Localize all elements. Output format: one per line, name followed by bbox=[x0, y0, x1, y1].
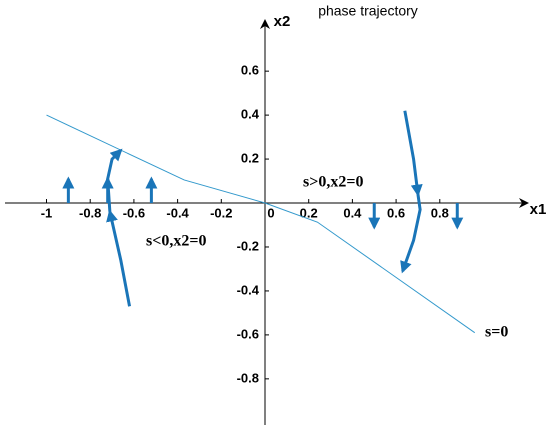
y-tick-label: -0.4 bbox=[237, 282, 260, 297]
y-tick-label: 0.2 bbox=[241, 151, 259, 166]
x-tick-label: -0.4 bbox=[166, 205, 189, 220]
y-tick-label: -0.6 bbox=[237, 326, 259, 341]
x-tick-label: -0.6 bbox=[123, 205, 145, 220]
x-tick-label: -0.8 bbox=[79, 205, 101, 220]
trajectory bbox=[106, 209, 132, 307]
y-tick-label: 0.6 bbox=[241, 63, 259, 78]
annotation: s<0,x2=0 bbox=[146, 233, 206, 250]
x-tick-label: -1 bbox=[41, 205, 53, 220]
x-tick-label: 0.2 bbox=[300, 205, 318, 220]
x-tick-label: 0.6 bbox=[387, 205, 405, 220]
annotation: s>0,x2=0 bbox=[303, 174, 363, 191]
y-axis-label: x2 bbox=[274, 13, 291, 30]
y-tick-label: -0.2 bbox=[237, 238, 259, 253]
trajectory bbox=[403, 110, 423, 197]
x-tick-label: 0 bbox=[267, 205, 274, 220]
x-tick-label: -0.2 bbox=[210, 205, 232, 220]
x-tick-label: 0.8 bbox=[431, 205, 449, 220]
chart-title: phase trajectory bbox=[318, 3, 418, 19]
trajectory bbox=[400, 194, 422, 274]
x-tick-label: 0.4 bbox=[343, 205, 362, 220]
y-tick-label: -0.8 bbox=[237, 370, 259, 385]
switching-line bbox=[46, 114, 476, 334]
x-axis-label: x1 bbox=[530, 201, 547, 218]
y-tick-label: 0.4 bbox=[241, 107, 260, 122]
annotation: s=0 bbox=[485, 324, 508, 341]
